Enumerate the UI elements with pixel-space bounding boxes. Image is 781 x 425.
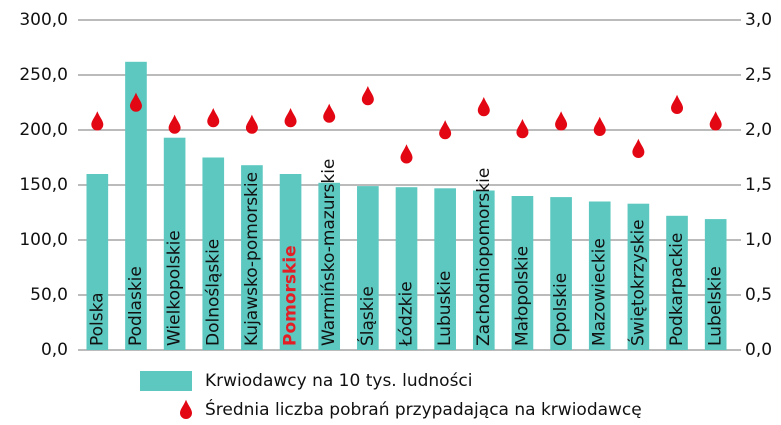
bar	[125, 61, 147, 351]
category-label: Polska	[87, 292, 107, 346]
category-label: Kujawsko-pomorskie	[242, 172, 262, 346]
y2-tick-label: 1,0	[745, 230, 772, 250]
drop-marker	[323, 103, 336, 123]
bar	[550, 197, 572, 350]
y2-tick-label: 0,0	[745, 340, 772, 360]
bar	[588, 201, 611, 350]
category-label: Łódzkie	[397, 281, 417, 347]
bar	[318, 182, 341, 350]
y-tick-label: 200,0	[19, 120, 68, 140]
category-label: Małopolskie	[512, 246, 532, 346]
drop-marker	[129, 92, 142, 112]
bar	[163, 137, 186, 350]
bar	[86, 174, 109, 350]
drop-marker	[477, 97, 490, 117]
drop-marker	[361, 86, 374, 106]
bar	[241, 165, 263, 350]
y-tick-label: 0,0	[41, 340, 68, 360]
drop-marker	[168, 114, 181, 134]
category-label: Lubuskie	[435, 271, 455, 346]
legend-swatch	[180, 399, 192, 419]
category-label: Warmińsko-mazurskie	[319, 159, 339, 346]
y-tick-label: 300,0	[19, 10, 68, 30]
drop-marker	[245, 114, 258, 134]
y2-tick-label: 1,5	[745, 175, 772, 195]
drop-marker	[439, 120, 452, 140]
bar	[202, 157, 225, 350]
y-tick-label: 50,0	[30, 285, 68, 305]
category-label: Podlaskie	[126, 266, 146, 346]
drop-marker	[671, 94, 684, 114]
drop-marker	[709, 111, 722, 131]
drop-marker	[207, 108, 220, 128]
bar	[666, 215, 688, 350]
bar	[627, 203, 650, 350]
bar	[395, 187, 418, 350]
bar	[704, 219, 727, 350]
drop-marker	[400, 144, 413, 164]
legend-label: Średnia liczba pobrań przypadająca na kr…	[205, 398, 642, 420]
category-label: Zachodniopomorskie	[474, 168, 494, 346]
bar	[472, 190, 495, 350]
bar	[279, 174, 302, 350]
legend-label: Krwiodawcy na 10 tys. ludności	[205, 371, 473, 391]
y-tick-label: 250,0	[19, 65, 68, 85]
category-label: Mazowieckie	[590, 238, 610, 346]
drop-marker	[91, 111, 104, 131]
category-label: Lubelskie	[706, 266, 726, 346]
category-label: Podkarpackie	[667, 233, 687, 346]
y-tick-label: 150,0	[19, 175, 68, 195]
drop-marker	[284, 108, 297, 128]
legend-swatch	[140, 371, 192, 391]
category-label: Świętokrzyskie	[626, 219, 648, 346]
y-tick-label: 100,0	[19, 230, 68, 250]
drop-marker	[555, 111, 568, 131]
bar	[511, 196, 534, 350]
category-label: Śląskie	[356, 286, 378, 346]
y2-tick-label: 0,5	[745, 285, 772, 305]
y2-tick-label: 2,0	[745, 120, 772, 140]
y2-tick-label: 3,0	[745, 10, 772, 30]
drop-marker	[516, 119, 529, 139]
category-label: Dolnośląskie	[203, 239, 223, 346]
bar	[357, 186, 379, 350]
drop-marker	[593, 116, 606, 136]
drop-marker	[632, 138, 645, 158]
y2-tick-label: 2,5	[745, 65, 772, 85]
bar	[434, 188, 456, 350]
category-label: Wielkopolskie	[165, 230, 185, 346]
category-label: Opolskie	[551, 273, 571, 346]
category-label: Pomorskie	[281, 245, 301, 346]
